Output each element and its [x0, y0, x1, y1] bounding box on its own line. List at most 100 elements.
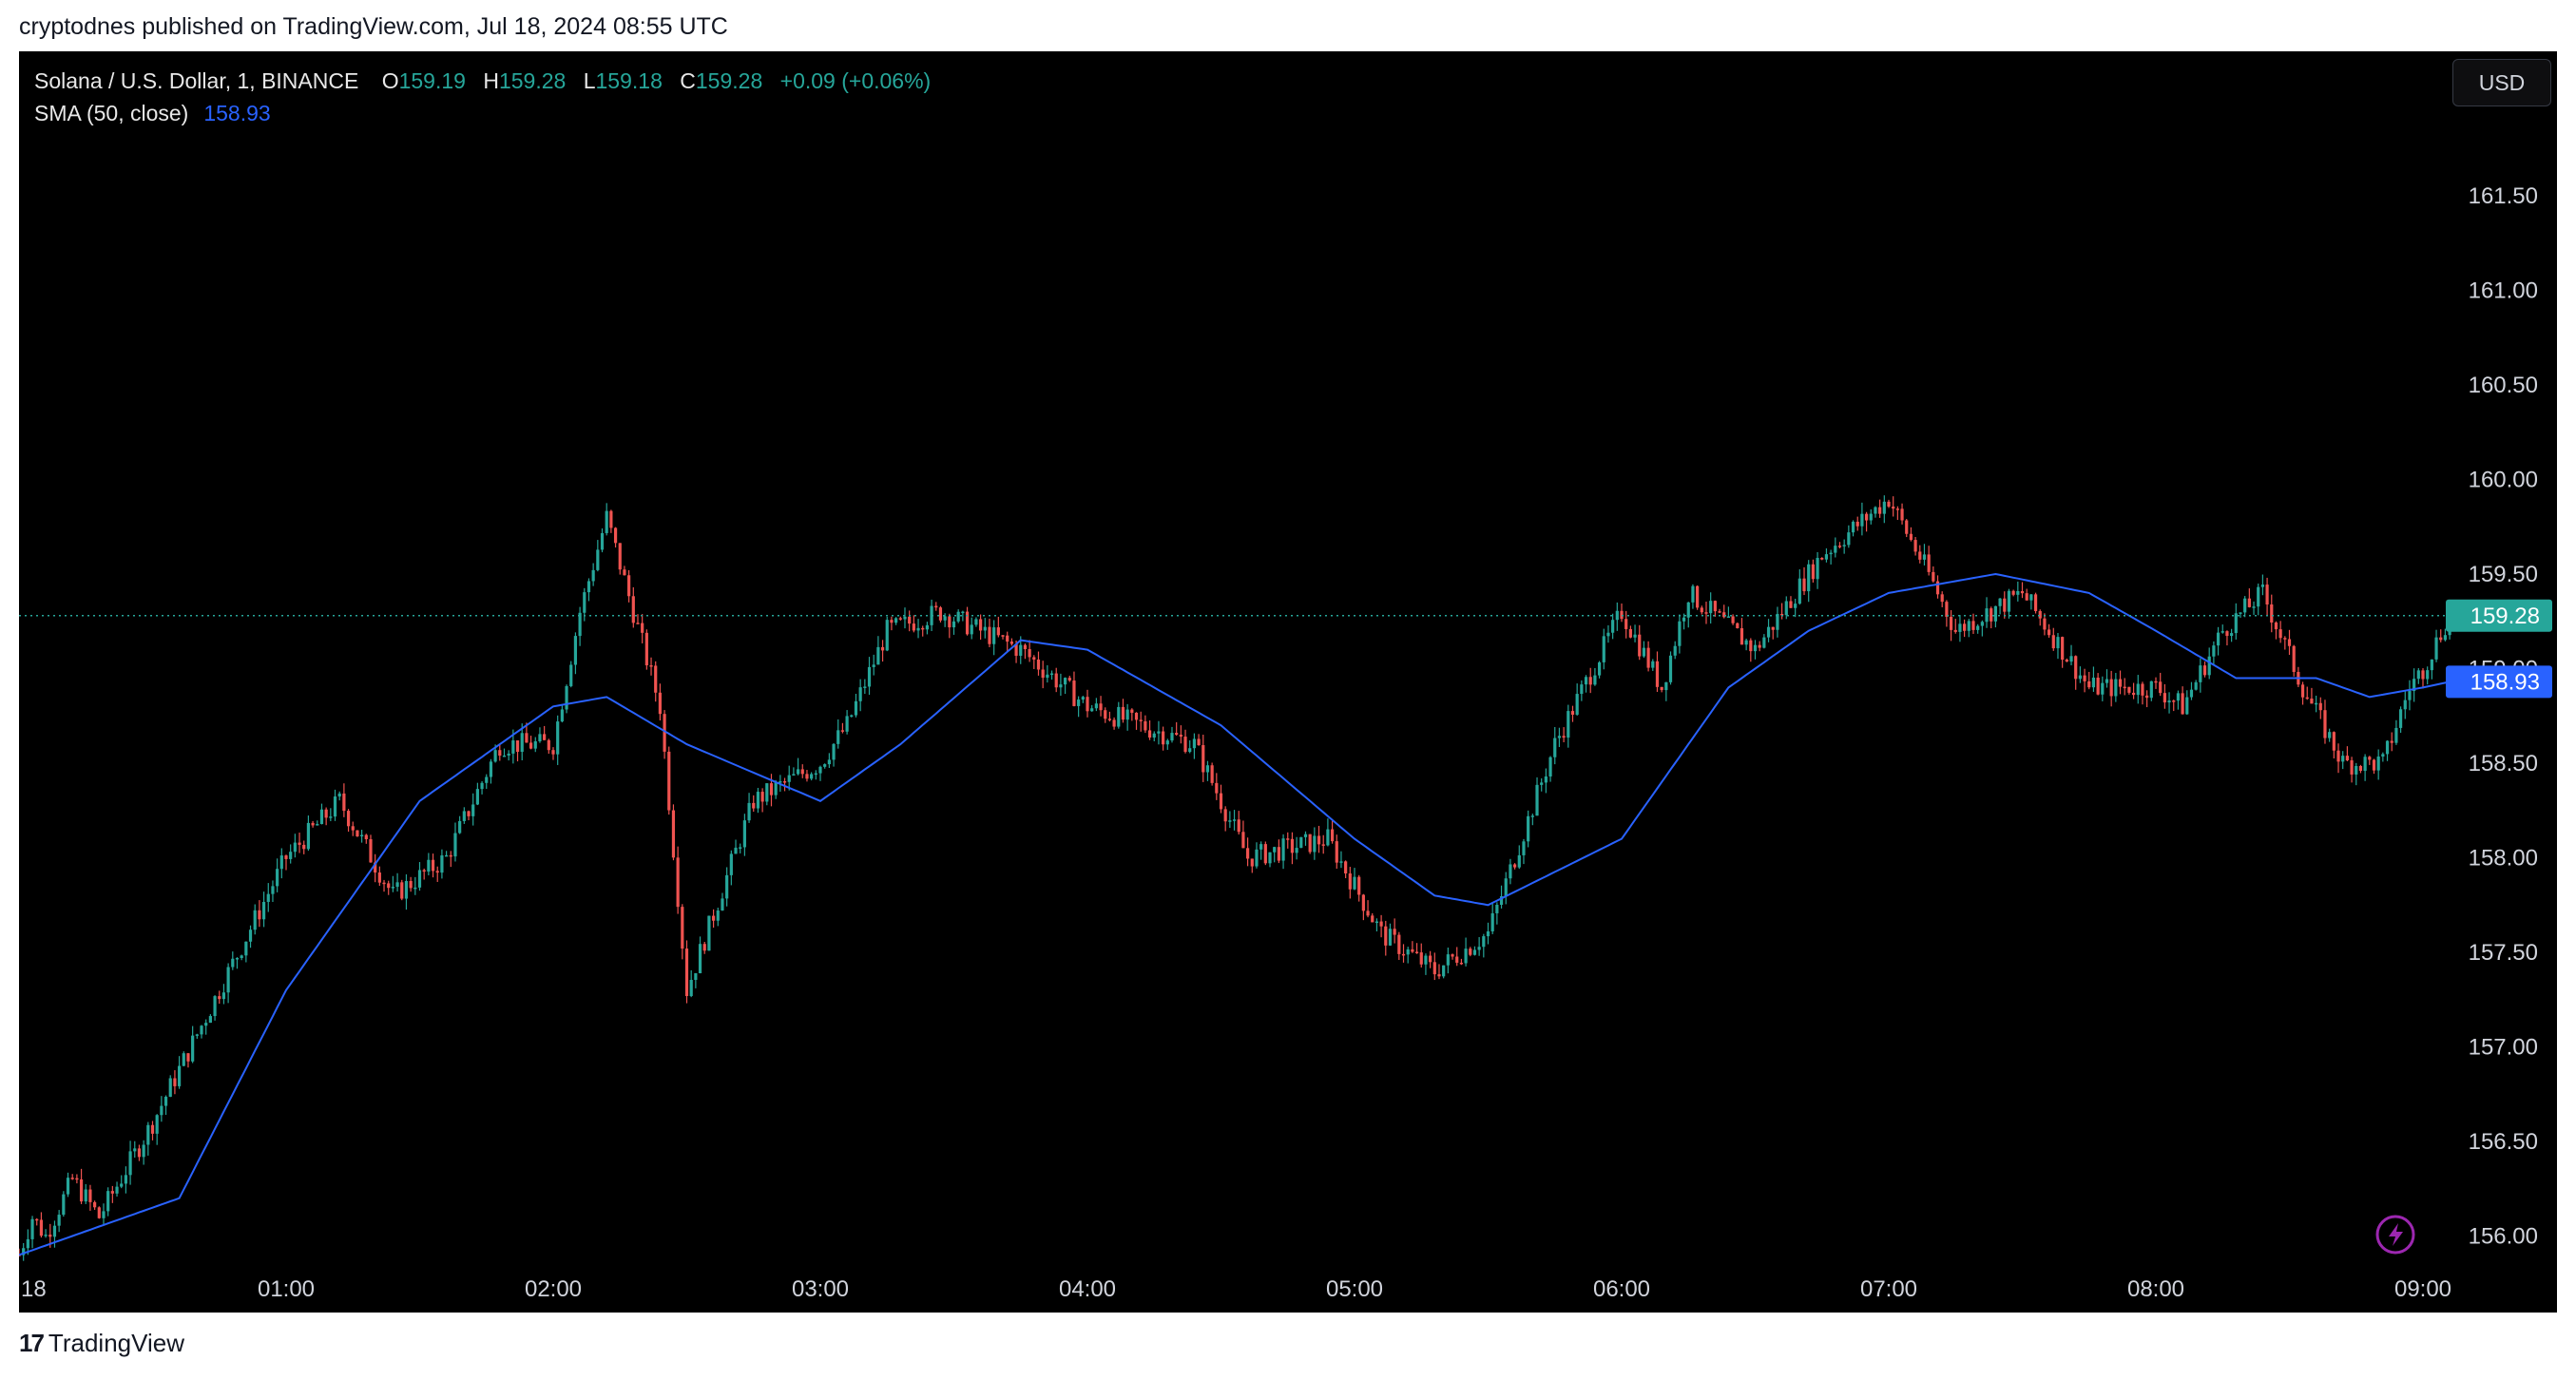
- candle: [2292, 644, 2296, 677]
- candle: [1237, 811, 1240, 835]
- candle: [845, 710, 849, 735]
- candle: [1580, 680, 1584, 701]
- candle: [1286, 832, 1290, 849]
- candle: [1241, 820, 1245, 849]
- candle: [66, 1172, 70, 1198]
- candle: [1736, 622, 1740, 629]
- lightning-icon[interactable]: [2375, 1215, 2415, 1255]
- y-tick-label: 159.50: [2469, 562, 2538, 587]
- candle: [890, 616, 894, 631]
- candle: [1446, 947, 1450, 974]
- candle: [1855, 516, 1859, 531]
- candle: [938, 605, 943, 623]
- candle: [586, 578, 591, 602]
- candle: [965, 606, 970, 636]
- candle: [2101, 676, 2105, 701]
- sma-value: 158.93: [203, 101, 271, 125]
- candle: [128, 1140, 132, 1185]
- candle: [1330, 820, 1335, 844]
- candle: [2189, 681, 2194, 700]
- candle: [2390, 732, 2393, 752]
- high-key: H: [483, 68, 499, 93]
- candle: [1339, 851, 1343, 869]
- chart-panel[interactable]: 156.00 156.50 157.00 157.50 158.00 158.50 159.…: [19, 51, 2557, 1313]
- candle: [2194, 680, 2198, 691]
- candle: [2145, 690, 2149, 708]
- candle: [1824, 548, 1829, 563]
- candle: [284, 854, 288, 871]
- candle: [435, 866, 439, 882]
- candle: [538, 727, 542, 743]
- candle: [2109, 670, 2113, 707]
- candle: [1464, 937, 1468, 967]
- tradingview-footer[interactable]: 17 TradingView: [19, 1329, 184, 1358]
- candle: [1303, 831, 1308, 846]
- candle: [774, 779, 778, 799]
- candle: [702, 942, 706, 954]
- candle: [1357, 874, 1361, 902]
- candle: [316, 820, 319, 826]
- candle: [2114, 673, 2118, 702]
- candle: [1273, 846, 1277, 863]
- candle: [1935, 575, 1940, 599]
- candle: [306, 815, 311, 852]
- candle: [1469, 947, 1472, 957]
- candle: [231, 951, 235, 970]
- candle: [475, 782, 479, 806]
- candle: [644, 629, 648, 670]
- y-axis: 156.00 156.50 157.00 157.50 158.00 158.50 159.…: [2469, 183, 2538, 1250]
- candle: [814, 770, 817, 780]
- candle: [2123, 678, 2126, 696]
- candle: [1388, 923, 1393, 947]
- candle: [417, 862, 422, 891]
- candle: [2234, 603, 2238, 640]
- candle: [850, 714, 854, 718]
- sma-label[interactable]: SMA (50, close): [34, 101, 189, 125]
- x-tick-label: 04:00: [1059, 1276, 1116, 1302]
- candle: [2252, 601, 2256, 615]
- candle: [351, 821, 355, 836]
- candle: [1147, 720, 1152, 740]
- candle: [1624, 610, 1628, 639]
- candle: [912, 615, 915, 633]
- candle: [2020, 582, 2025, 599]
- candle: [276, 858, 279, 892]
- currency-button[interactable]: USD: [2452, 59, 2551, 106]
- candle: [894, 617, 898, 625]
- candle: [302, 840, 306, 854]
- candle: [1432, 952, 1436, 981]
- symbol-name[interactable]: Solana / U.S. Dollar, 1, BINANCE: [34, 68, 359, 93]
- candle: [445, 851, 449, 857]
- candle: [943, 613, 947, 627]
- candle: [204, 1019, 208, 1035]
- price-chart[interactable]: 156.00 156.50 157.00 157.50 158.00 158.50 159.…: [19, 51, 2557, 1313]
- candle: [2403, 690, 2407, 719]
- candle: [1851, 520, 1855, 537]
- candle: [182, 1051, 185, 1066]
- candle: [2341, 751, 2345, 770]
- x-tick-label: 18: [21, 1276, 47, 1302]
- candle: [75, 1174, 79, 1184]
- candle: [1442, 965, 1446, 979]
- candle: [1522, 838, 1526, 865]
- candle: [1971, 613, 1975, 634]
- candle: [2167, 692, 2171, 714]
- candle: [1611, 613, 1615, 640]
- candle: [409, 876, 413, 892]
- candle: [1802, 566, 1806, 596]
- candle: [1482, 933, 1486, 958]
- candle: [1953, 619, 1957, 634]
- candle: [115, 1181, 119, 1197]
- candle: [1766, 619, 1771, 642]
- candle: [979, 614, 983, 641]
- candle: [903, 607, 907, 629]
- candle: [1366, 900, 1370, 918]
- candle: [1183, 729, 1187, 754]
- candle: [2300, 681, 2305, 705]
- candle: [1117, 701, 1121, 729]
- candle: [787, 765, 791, 791]
- candle: [1099, 696, 1103, 717]
- candle: [2323, 700, 2327, 744]
- candle: [1059, 673, 1063, 697]
- symbol-row: Solana / U.S. Dollar, 1, BINANCE O159.19…: [34, 65, 931, 97]
